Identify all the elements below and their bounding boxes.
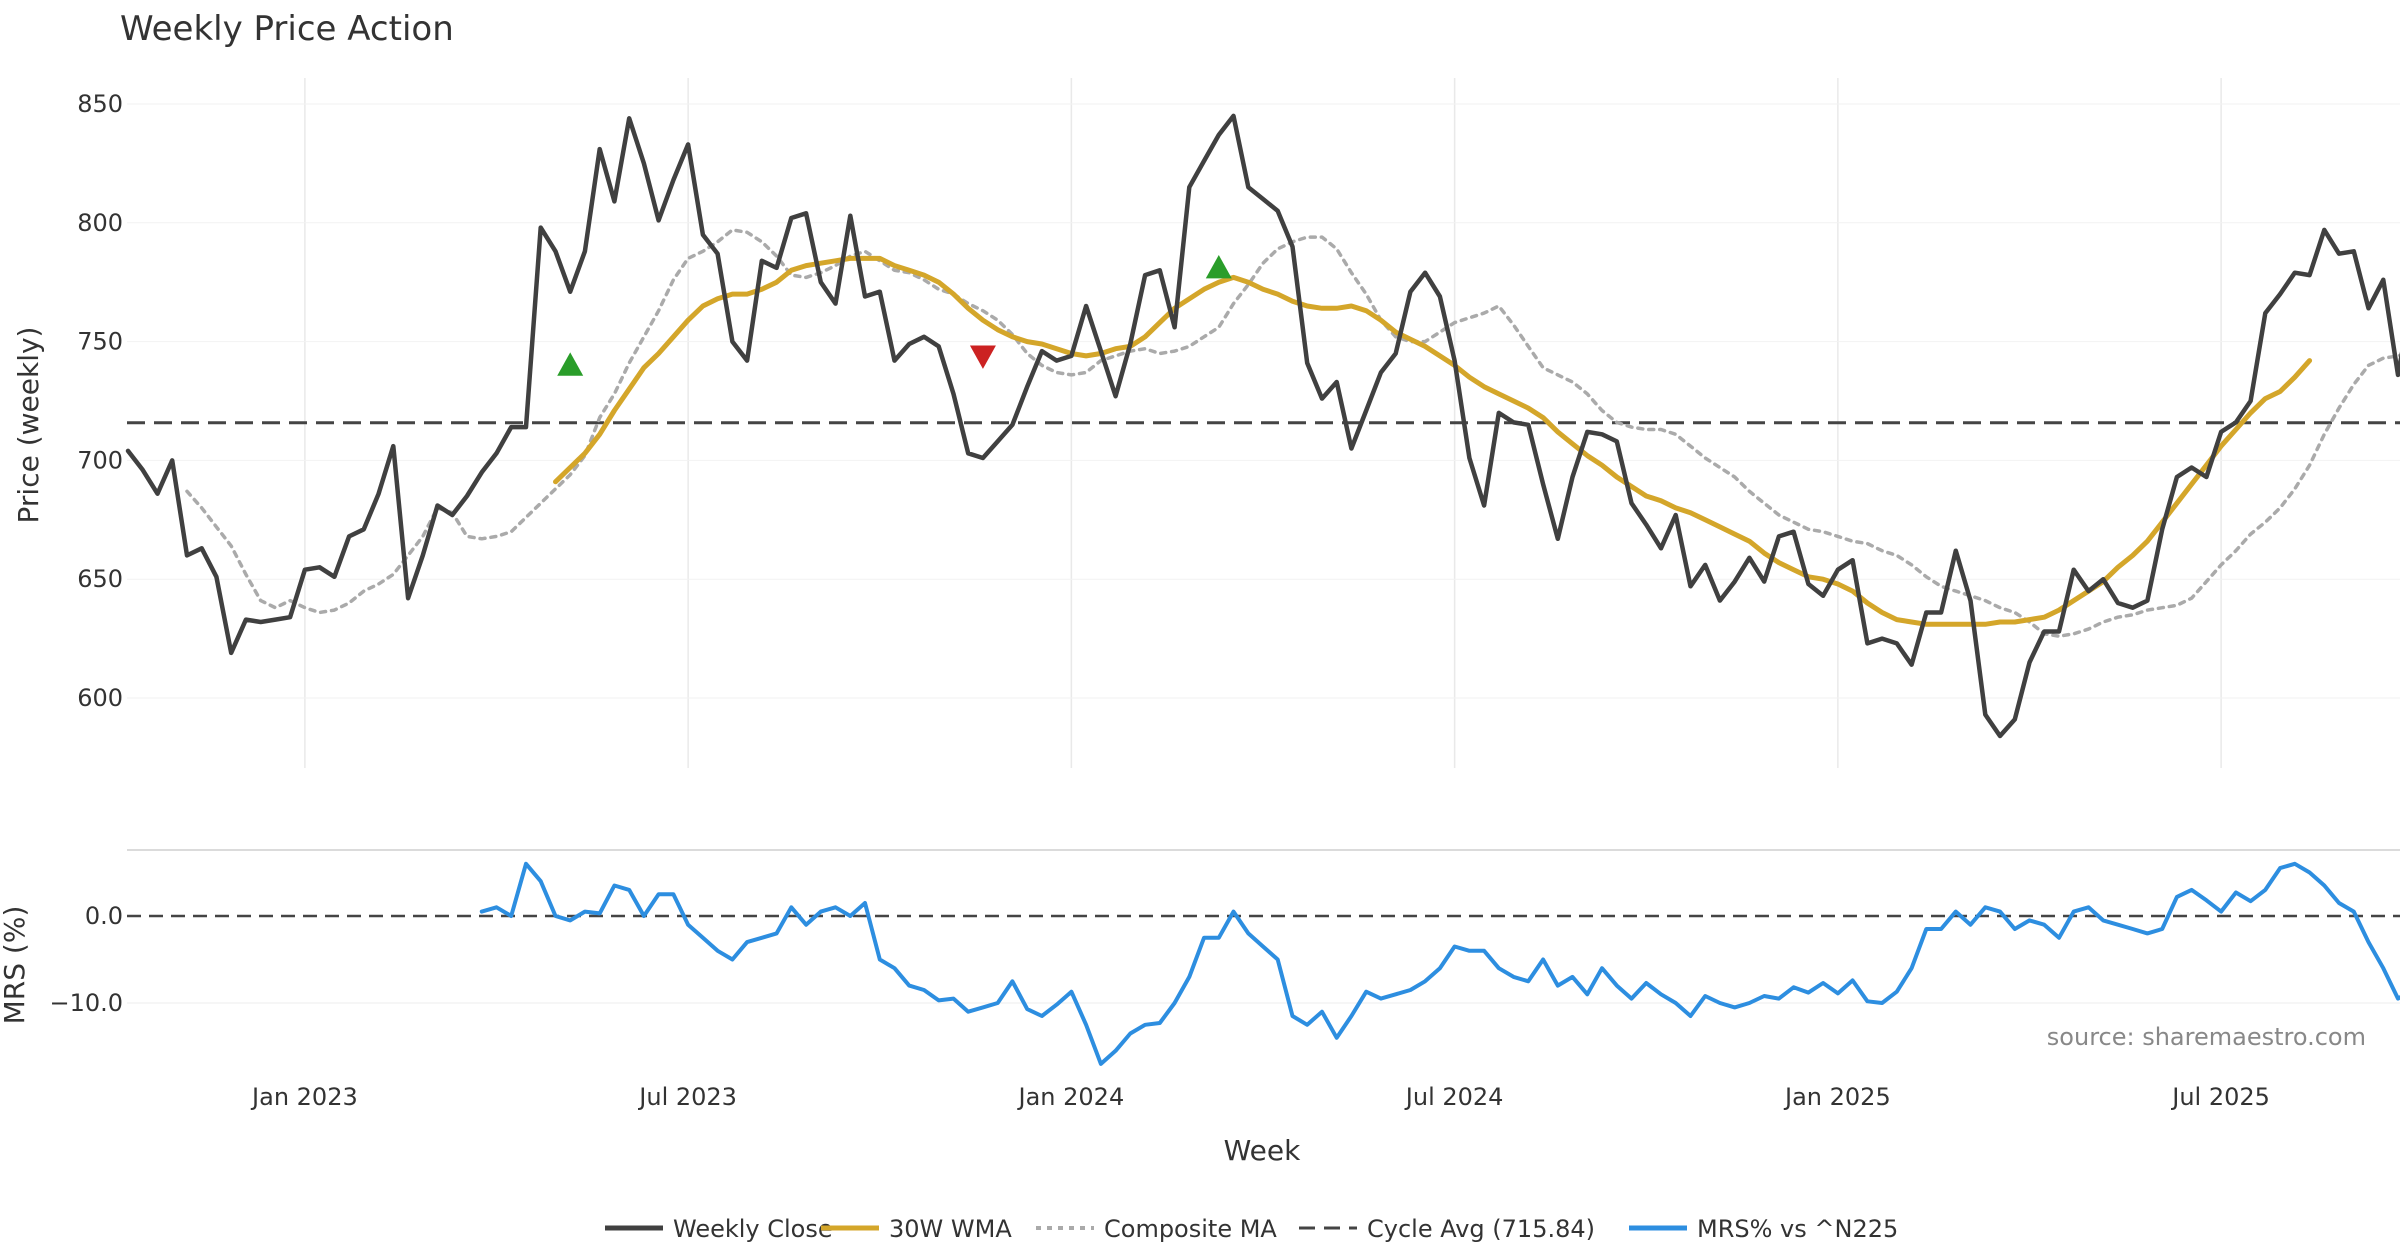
buy-signal-marker [557, 352, 584, 376]
price-y-tick-label: 600 [77, 684, 123, 712]
price-y-tick-label: 750 [77, 328, 123, 356]
chart-title: Weekly Price Action [120, 9, 454, 49]
x-axis-label: Week [1224, 1134, 1301, 1167]
wma-30w-line [553, 255, 2313, 627]
legend-label: Cycle Avg (715.84) [1367, 1215, 1595, 1243]
legend-item: MRS% vs ^N225 [1629, 1215, 1898, 1243]
x-tick-label: Jan 2023 [250, 1083, 358, 1111]
price-y-tick-label: 850 [77, 90, 123, 118]
weekly-close-line [125, 113, 2400, 739]
buy-signal-marker [1205, 254, 1232, 279]
sell-signal-marker [969, 345, 996, 369]
x-axis-ticks: Jan 2023 Jul 2023 Jan 2024 Jul 2024 Jan 2025… [250, 1083, 2270, 1111]
legend-item: Composite MA [1036, 1215, 1277, 1243]
source-label: source: sharemaestro.com [2047, 1023, 2366, 1051]
x-tick-label: Jul 2023 [637, 1083, 737, 1111]
legend-item: Weekly Close [605, 1215, 833, 1243]
x-tick-label: Jan 2024 [1017, 1083, 1125, 1111]
composite-ma-line [185, 228, 2400, 638]
legend-label: MRS% vs ^N225 [1697, 1215, 1898, 1243]
legend-item: Cycle Avg (715.84) [1299, 1215, 1595, 1243]
mrs-y-tick-label: 0.0 [85, 902, 123, 930]
mrs-y-axis-label: MRS (%) [0, 906, 31, 1025]
price-y-tick-label: 700 [77, 446, 123, 474]
legend-label: 30W WMA [889, 1215, 1012, 1243]
legend-label: Weekly Close [673, 1215, 833, 1243]
x-tick-label: Jan 2025 [1783, 1083, 1891, 1111]
price-y-tick-label: 800 [77, 209, 123, 237]
x-tick-label: Jul 2025 [2170, 1083, 2270, 1111]
price-y-ticks: 600 650 700 750 800 850 [77, 90, 123, 712]
price-y-axis-label: Price (weekly) [12, 327, 45, 524]
mrs-line [479, 861, 2400, 1066]
series-layer [125, 113, 2400, 1066]
mrs-y-tick-label: −10.0 [49, 989, 123, 1017]
x-tick-label: Jul 2024 [1404, 1083, 1504, 1111]
legend-label: Composite MA [1104, 1215, 1277, 1243]
signal-markers [557, 254, 1232, 376]
mrs-panel-grid [127, 849, 2400, 1004]
legend: Weekly Close 30W WMA Composite MA Cycle Avg… [605, 1215, 1898, 1243]
legend-item: 30W WMA [821, 1215, 1012, 1243]
price-y-tick-label: 650 [77, 565, 123, 593]
mrs-y-ticks: 0.0 −10.0 [49, 902, 123, 1017]
